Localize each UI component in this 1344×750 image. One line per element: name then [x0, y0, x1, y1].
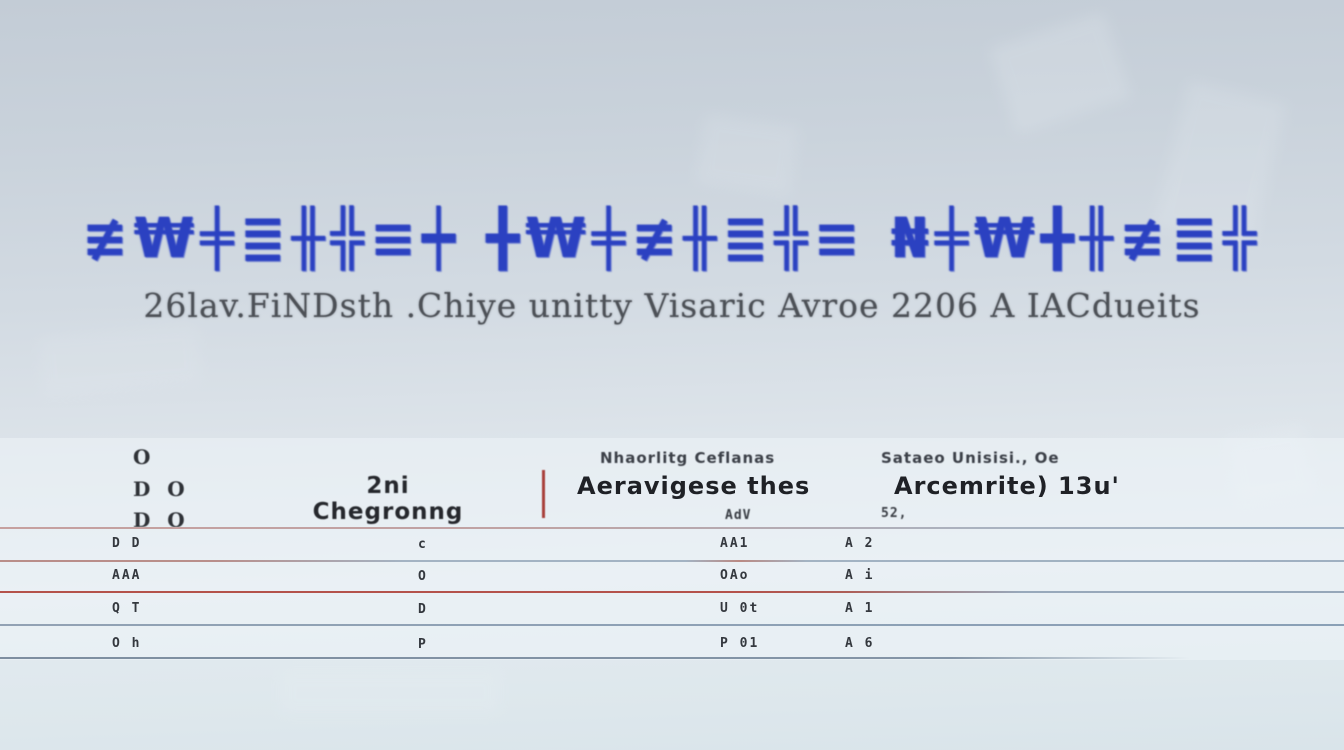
table-cell: c — [418, 537, 428, 552]
table-rule-row1 — [0, 560, 1344, 562]
table-header-col1: O D O D O — [133, 442, 190, 537]
table-rule-header — [0, 527, 1344, 529]
table-cell: P 01 — [720, 636, 760, 651]
table-header-col3-small: Nhaorlitg Ceflanas — [600, 449, 776, 467]
table-header-col2: 2ni Chegronng — [312, 473, 464, 525]
table-cell: A 6 — [845, 636, 875, 651]
table-header-col4-sub: 52, — [881, 506, 908, 521]
table-cell: D D — [112, 536, 142, 551]
data-table — [0, 438, 1344, 660]
table-cell: A 2 — [845, 536, 875, 551]
table-rule-row3 — [0, 624, 1344, 626]
background-artifact — [280, 670, 500, 715]
table-cell: Q T — [112, 601, 142, 616]
table-cell: AA1 — [720, 536, 750, 551]
background-artifact — [989, 11, 1131, 135]
background-artifact — [695, 113, 800, 197]
table-header-col4-main: Arcemrite) 13u' — [894, 472, 1120, 500]
table-cell: A i — [845, 568, 875, 583]
page-title: ≢₩╪≣╫╬≡┿ ╋₩╪≢╫≣╬≡ ₦╪₩╋╫≢≣╬ — [81, 206, 1263, 270]
page-subtitle: 26lav.FiNDsth .Chiye unitty Visaric Avro… — [143, 286, 1201, 325]
table-cell: OAo — [720, 568, 750, 583]
table-cell: O h — [112, 636, 142, 651]
table-cell: A 1 — [845, 601, 875, 616]
table-header-col3-sub: AdV — [725, 508, 752, 523]
header-cell: D O — [133, 476, 190, 501]
table-cell: D — [418, 602, 428, 617]
background-artifact — [37, 323, 203, 397]
header-cell: D O — [133, 508, 190, 532]
table-header-col3-main: Aeravigese thes — [577, 472, 811, 500]
table-rule-row4 — [0, 657, 1190, 659]
table-cell: AAA — [112, 568, 142, 583]
table-rule-row2 — [0, 591, 1344, 593]
table-cell: P — [418, 637, 428, 652]
header-divider-line — [542, 470, 545, 518]
table-cell: U 0t — [720, 601, 760, 616]
header-cell: O — [133, 445, 156, 469]
table-header-col4-small: Sataeo Unisisi., Oe — [881, 449, 1060, 467]
table-cell: O — [418, 569, 428, 584]
